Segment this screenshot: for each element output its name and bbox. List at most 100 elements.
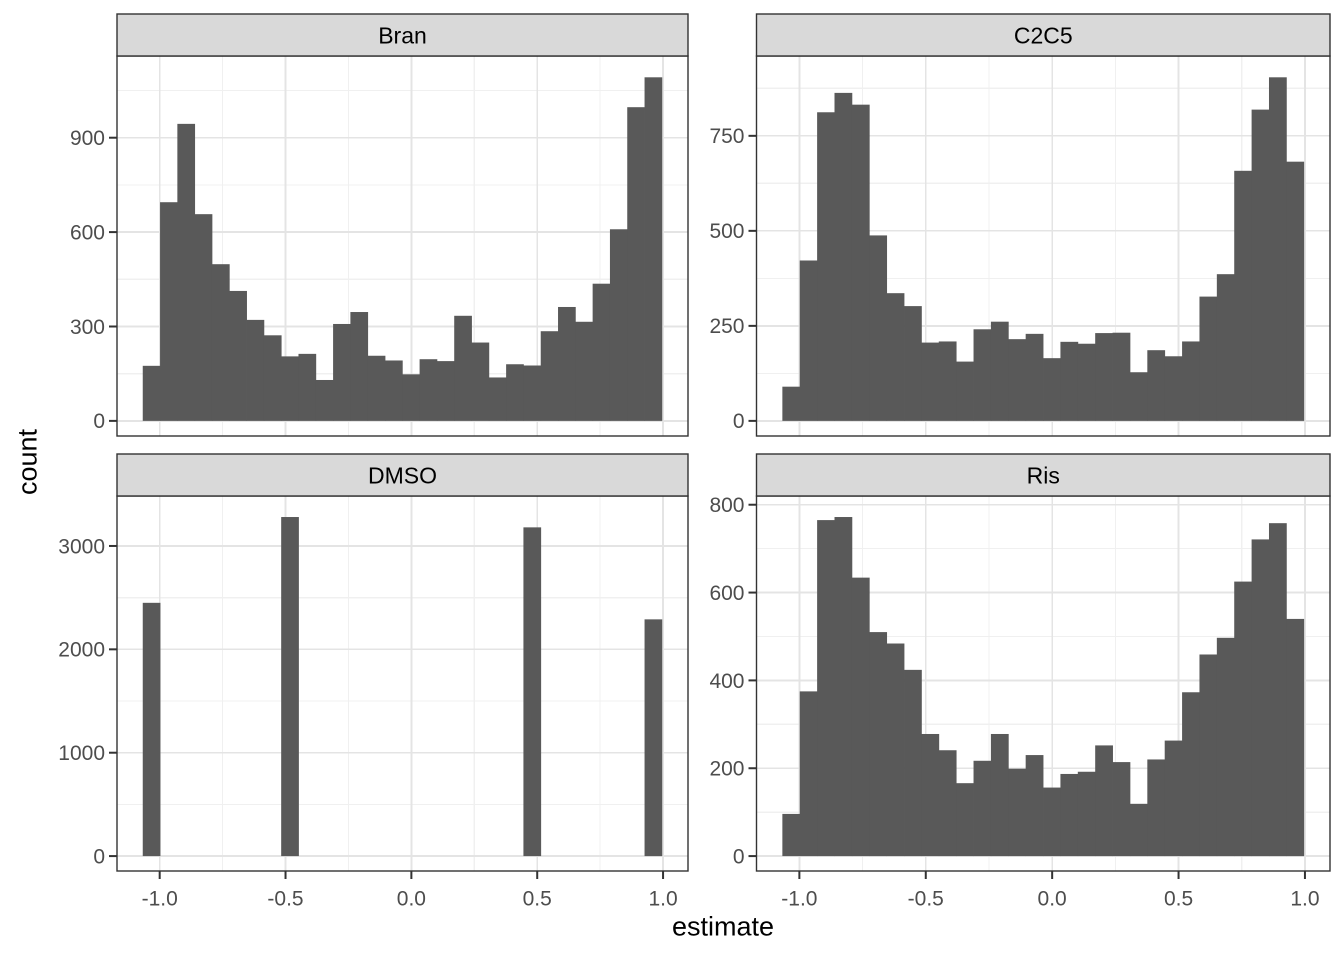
facet-bran: Bran 0 300 600 900 — [70, 13, 689, 437]
facet-c2c5: C2C5 0 250 500 750 — [709, 13, 1331, 437]
histogram-bar — [1234, 581, 1252, 857]
histogram-bar — [851, 104, 870, 421]
histogram-bar — [523, 527, 542, 857]
x-axis-ris: -1.0 -0.5 0.0 0.5 1.0 — [781, 871, 1320, 910]
facet-strip-ris — [755, 453, 1331, 497]
histogram-bar — [592, 283, 611, 421]
histogram-bar — [402, 374, 421, 421]
y-tick-label: 3000 — [58, 535, 105, 558]
histogram-bar — [956, 783, 974, 857]
facet-strip-bran — [116, 13, 689, 57]
y-tick-label: 1000 — [58, 742, 105, 765]
histogram-bar — [350, 312, 369, 421]
y-tick-label: 0 — [93, 845, 105, 868]
panel-background-dmso — [117, 496, 688, 871]
histogram-bar — [921, 342, 940, 421]
facet-title-ris: Ris — [1027, 462, 1060, 488]
x-tick-label: -0.5 — [908, 887, 944, 910]
y-tick-label: 600 — [709, 582, 744, 605]
x-tick-label: 0.5 — [1164, 887, 1193, 910]
histogram-bar — [367, 355, 386, 421]
y-tick-label: 0 — [733, 845, 745, 868]
y-tick-label: 500 — [709, 220, 744, 243]
histogram-bar — [471, 342, 490, 421]
histogram-bar — [938, 341, 957, 421]
histogram-bar — [160, 202, 178, 421]
histogram-bar — [1112, 332, 1131, 421]
histogram-bar — [142, 602, 161, 857]
y-tick-label: 200 — [709, 758, 744, 781]
x-tick-label: 1.0 — [648, 887, 677, 910]
histogram-bar — [869, 632, 888, 857]
histogram-bar — [1095, 333, 1113, 421]
histogram-bar — [575, 321, 594, 421]
x-axis-title: estimate — [671, 911, 775, 942]
histogram-bar — [1112, 762, 1131, 857]
histogram-bar — [886, 643, 905, 857]
histogram-bars-bran — [142, 77, 663, 421]
histogram-bar — [799, 691, 818, 857]
histogram-bar — [1286, 161, 1305, 421]
facet-title-c2c5: C2C5 — [1014, 22, 1073, 48]
histogram-bar — [817, 112, 835, 421]
histogram-bar — [558, 306, 576, 421]
histogram-bar — [1216, 637, 1235, 857]
y-tick-label: 300 — [70, 316, 105, 339]
histogram-bars-dmso — [142, 517, 663, 857]
histogram-bar — [1129, 372, 1148, 421]
y-tick-label: 2000 — [58, 639, 105, 662]
y-tick-label: 900 — [70, 127, 105, 150]
histogram-bar — [1043, 787, 1061, 857]
histogram-bar — [1268, 523, 1287, 857]
x-tick-label: 0.0 — [1038, 887, 1067, 910]
histogram-bar — [1043, 358, 1061, 421]
histogram-bar — [1077, 771, 1096, 857]
histogram-bar — [298, 353, 317, 421]
histogram-bar — [281, 356, 299, 421]
histogram-bar — [229, 290, 247, 421]
histogram-bar — [1234, 170, 1252, 421]
histogram-bar — [1060, 341, 1079, 421]
x-tick-label: 0.5 — [523, 887, 552, 910]
histogram-bar — [177, 123, 196, 421]
histogram-bar — [782, 813, 801, 857]
histogram-bar — [1008, 339, 1027, 421]
histogram-bar — [921, 733, 940, 857]
histogram-bar — [817, 520, 835, 857]
facet-strip-c2c5 — [755, 13, 1331, 57]
histogram-bar — [1095, 745, 1113, 857]
y-axis-dmso: 0 1000 2000 3000 — [58, 535, 117, 868]
y-tick-label: 0 — [733, 410, 745, 433]
x-tick-label: -1.0 — [781, 887, 817, 910]
y-tick-label: 800 — [709, 494, 744, 517]
facet-title-dmso: DMSO — [368, 462, 437, 488]
histogram-bar — [454, 315, 472, 421]
histogram-bar — [627, 107, 645, 421]
histogram-bar — [834, 517, 853, 857]
histogram-bar — [904, 306, 922, 421]
histogram-bar — [782, 386, 801, 421]
histogram-bars-ris — [782, 517, 1305, 857]
histogram-bar — [1286, 618, 1305, 857]
histogram-bar — [488, 377, 507, 421]
histogram-bar — [1216, 274, 1235, 421]
y-axis-ris: 0 200 400 600 800 — [709, 494, 757, 868]
x-tick-label: 1.0 — [1290, 887, 1319, 910]
y-axis-title: count — [12, 428, 43, 496]
histogram-bar — [419, 359, 438, 421]
x-axis-dmso: -1.0 -0.5 0.0 0.5 1.0 — [142, 871, 678, 910]
histogram-bar — [1182, 341, 1200, 421]
histogram-bar — [904, 669, 922, 857]
histogram-bar — [194, 214, 213, 421]
histogram-bar — [1025, 333, 1044, 421]
histogram-bar — [1164, 356, 1183, 421]
facet-ris: Ris 0 200 400 600 800 -1.0 -0.5 0.0 0.5 1.0 — [709, 453, 1331, 910]
y-tick-label: 600 — [70, 221, 105, 244]
x-tick-label: -1.0 — [142, 887, 178, 910]
histogram-bar — [1025, 755, 1044, 857]
y-tick-label: 750 — [709, 125, 744, 148]
histogram-bar — [644, 77, 663, 421]
histogram-bar — [990, 321, 1009, 421]
histogram-bar — [540, 331, 559, 421]
